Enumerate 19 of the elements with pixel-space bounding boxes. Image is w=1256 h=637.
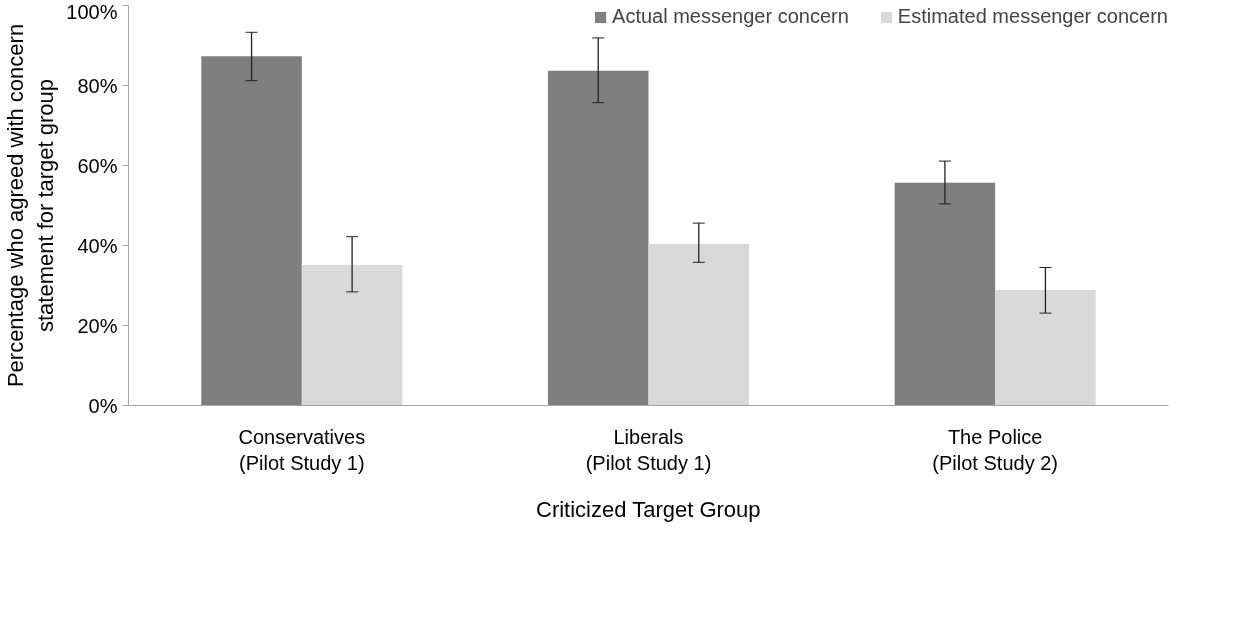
x-tick-label: Conservatives (Pilot Study 1) — [238, 425, 366, 474]
bar — [894, 182, 996, 406]
x-tick-label: The Police (Pilot Study 2) — [932, 425, 1058, 474]
x-axis-title: Criticized Target Group — [536, 496, 761, 522]
y-tick-label: 0% — [88, 394, 118, 417]
legend-label: Estimated messenger concern — [897, 5, 1168, 28]
bar — [648, 243, 750, 406]
bar — [201, 56, 302, 406]
legend-label: Actual messenger concern — [612, 5, 849, 28]
y-tick-label: 40% — [77, 234, 118, 257]
y-tick-label: 20% — [77, 314, 118, 337]
y-axis-title: Percentage who agreed with concern statement for target group — [3, 23, 59, 388]
x-tick-label: Liberals (Pilot Study 1) — [585, 425, 712, 474]
y-tick-label: 100% — [66, 0, 118, 23]
y-tick-label: 80% — [77, 74, 118, 97]
bar — [995, 289, 1096, 406]
y-tick-label: 60% — [77, 154, 118, 177]
bar — [301, 265, 403, 406]
bar — [547, 70, 649, 406]
